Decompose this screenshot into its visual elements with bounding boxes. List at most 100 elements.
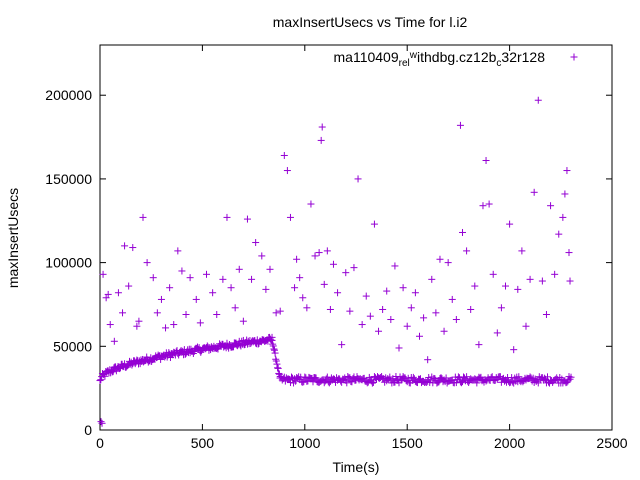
data-point-outlier [296, 274, 304, 282]
data-point-outlier [283, 167, 291, 175]
data-point-outlier [383, 287, 391, 295]
data-point [346, 374, 354, 382]
data-point-outlier [106, 321, 114, 329]
data-point-outlier [467, 305, 475, 313]
data-point-outlier [202, 270, 210, 278]
data-point-outlier [119, 309, 127, 317]
data-point [177, 347, 185, 355]
data-point-outlier [566, 277, 574, 285]
data-point [274, 364, 282, 372]
data-point-outlier [293, 255, 301, 263]
data-point [325, 379, 333, 387]
data-point [270, 346, 278, 354]
data-point-outlier [436, 255, 444, 263]
data-point [567, 373, 575, 381]
data-point [144, 358, 152, 366]
data-point-outlier [266, 265, 274, 273]
data-point-outlier [514, 285, 522, 293]
data-point-outlier [192, 295, 200, 303]
data-point-outlier [170, 321, 178, 329]
data-point [526, 373, 534, 381]
data-point-outlier [121, 242, 129, 250]
data-point-outlier [379, 305, 387, 313]
data-point-outlier [366, 312, 374, 320]
data-point [287, 373, 295, 381]
data-point-outlier [471, 282, 479, 290]
data-point [109, 368, 117, 376]
data-point-outlier [196, 319, 204, 327]
data-point-outlier [493, 329, 501, 337]
data-point-outlier [317, 136, 325, 144]
data-point-outlier [272, 309, 280, 317]
data-point-outlier [411, 289, 419, 297]
data-point [266, 335, 274, 343]
data-point [269, 342, 277, 350]
data-point [230, 343, 238, 351]
data-point-outlier [482, 157, 490, 164]
data-point [404, 374, 412, 382]
data-point [409, 373, 417, 381]
data-point-outlier [110, 337, 118, 345]
x-tick-label: 1000 [289, 435, 320, 451]
x-tick-label: 0 [96, 435, 104, 451]
data-point-outlier [276, 307, 284, 315]
data-point-outlier [444, 259, 452, 267]
data-point-outlier [153, 309, 161, 317]
data-point-outlier [178, 267, 186, 275]
data-point-outlier [362, 292, 370, 300]
data-point-outlier [358, 321, 366, 329]
data-point-outlier [280, 151, 288, 159]
data-point [348, 378, 356, 386]
data-point [343, 379, 351, 387]
data-point-outlier [219, 275, 227, 283]
data-point [97, 376, 105, 384]
data-point-outlier [329, 260, 337, 268]
data-point-outlier [129, 244, 137, 252]
data-point-outlier [407, 304, 415, 312]
x-tick-label: 2000 [494, 435, 525, 451]
data-point-outlier [403, 322, 411, 330]
data-point-outlier [213, 311, 221, 318]
data-point-outlier [526, 275, 534, 283]
data-point-outlier [510, 346, 518, 354]
data-point-outlier [559, 213, 567, 221]
data-point-outlier [149, 274, 157, 282]
data-point-outlier [243, 215, 251, 223]
data-point [386, 373, 394, 381]
data-point-outlier [432, 309, 440, 317]
data-point-outlier [157, 295, 165, 303]
data-point [515, 373, 523, 381]
data-point-outlier [133, 322, 141, 330]
legend-marker [570, 53, 578, 61]
x-axis: 0 500 1000 1500 2000 2500 [96, 45, 628, 451]
y-tick-label: 100000 [45, 255, 92, 271]
data-point [272, 355, 280, 363]
data-point-outlier [489, 270, 497, 278]
data-point [96, 377, 104, 385]
data-point-outlier [235, 265, 243, 273]
data-point-outlier [135, 317, 143, 325]
data-point-outlier [338, 341, 346, 349]
data-point-outlier [227, 284, 235, 292]
data-point-outlier [534, 96, 542, 104]
data-point [274, 364, 282, 372]
legend-label-part: 32r128 [501, 49, 545, 65]
legend-label-part: ma110409 [334, 49, 399, 65]
data-point [543, 373, 551, 381]
x-axis-title: Time(s) [333, 459, 380, 475]
data-point-outlier [334, 289, 342, 297]
legend-label: ma110409relwithdbg.cz12bc32r128 [334, 49, 546, 69]
data-point [299, 378, 307, 386]
data-point [473, 379, 481, 387]
data-point-outlier [299, 294, 307, 302]
data-point-outlier [542, 311, 550, 318]
legend-marker-plus [570, 53, 578, 61]
data-point-outlier [99, 270, 107, 278]
data-point-outlier [415, 332, 423, 340]
data-point-outlier [458, 228, 466, 236]
data-point-outlier [547, 202, 555, 210]
data-point-outlier [502, 282, 510, 290]
data-point-outlier [350, 264, 358, 272]
data-point [238, 337, 246, 345]
